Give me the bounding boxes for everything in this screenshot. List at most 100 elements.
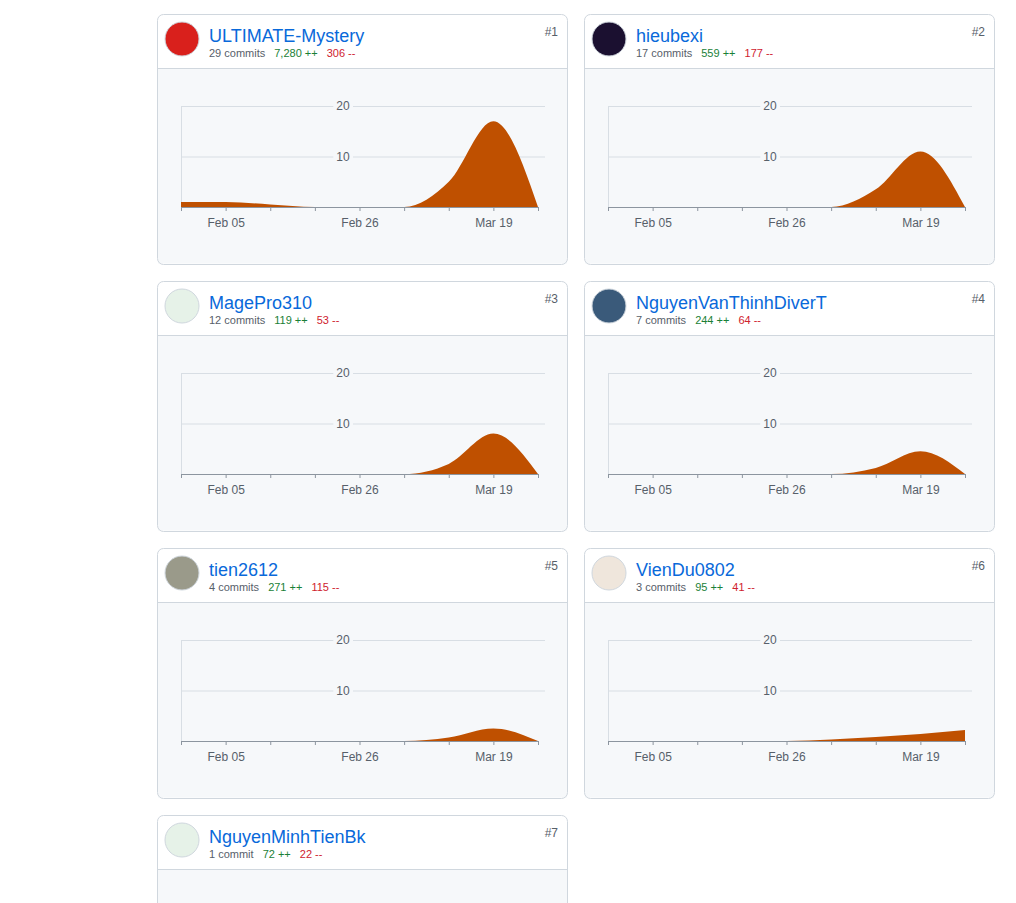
contributor-card: tien26124 commits271 ++115 --#51020Feb 0…	[158, 549, 568, 799]
x-tick-mark	[360, 207, 361, 211]
username[interactable]: NguyenMinhTienBk	[209, 827, 366, 847]
x-tick: Feb 05	[207, 741, 245, 764]
additions: 271 ++	[268, 581, 302, 593]
x-tick-label: Mar 19	[902, 216, 940, 230]
x-tick-mark	[831, 207, 832, 211]
x-tick	[608, 741, 609, 745]
x-tick	[404, 207, 405, 211]
x-tick-mark	[226, 474, 227, 478]
grid-line	[608, 424, 972, 425]
x-tick: Feb 26	[341, 741, 379, 764]
rank: #7	[545, 826, 559, 840]
tick-label-background	[760, 417, 780, 431]
x-axis: Feb 05Feb 26Mar 19	[609, 207, 966, 230]
x-tick-mark	[608, 207, 609, 211]
commit-area	[608, 451, 965, 474]
y-tick-label: 20	[336, 633, 350, 647]
x-tick	[742, 741, 743, 745]
x-tick-mark	[965, 741, 966, 745]
card-border	[158, 549, 568, 799]
card-body	[158, 335, 567, 531]
x-tick-mark	[787, 474, 788, 478]
rank: #5	[545, 559, 559, 573]
x-tick-mark	[608, 474, 609, 478]
x-tick	[538, 474, 539, 478]
commit-count[interactable]: 7 commits	[636, 314, 687, 326]
x-tick-mark	[920, 741, 921, 745]
x-tick-mark	[449, 474, 450, 478]
avatar[interactable]	[165, 289, 199, 323]
grid-line	[181, 424, 545, 425]
x-axis: Feb 05Feb 26Mar 19	[182, 207, 539, 230]
commit-count[interactable]: 29 commits	[209, 47, 266, 59]
x-tick-mark	[653, 741, 654, 745]
username[interactable]: MagePro310	[209, 293, 312, 313]
tick-label-background	[333, 150, 353, 164]
x-tick	[876, 207, 877, 211]
x-tick-mark	[360, 741, 361, 745]
avatar[interactable]	[592, 22, 626, 56]
avatar[interactable]	[165, 556, 199, 590]
tick-label-background	[333, 99, 353, 113]
rank: #2	[972, 25, 986, 39]
avatar[interactable]	[592, 556, 626, 590]
x-tick	[315, 741, 316, 745]
x-tick-mark	[449, 741, 450, 745]
y-tick: 20	[181, 633, 545, 647]
x-tick-label: Feb 26	[341, 483, 379, 497]
tick-label-background	[760, 366, 780, 380]
x-tick-mark	[742, 207, 743, 211]
y-tick-label: 20	[763, 633, 777, 647]
additions: 559 ++	[701, 47, 735, 59]
username[interactable]: ULTIMATE-Mystery	[209, 26, 364, 46]
y-tick-label: 20	[336, 366, 350, 380]
tick-label-background	[760, 99, 780, 113]
commit-count[interactable]: 12 commits	[209, 314, 266, 326]
commit-count[interactable]: 3 commits	[636, 581, 687, 593]
x-tick: Mar 19	[475, 474, 513, 497]
username[interactable]: tien2612	[209, 560, 278, 580]
x-tick: Feb 26	[768, 207, 806, 230]
y-tick-label: 10	[763, 150, 777, 164]
plot-area	[608, 151, 965, 207]
y-axis: 1020	[181, 99, 545, 207]
commit-count[interactable]: 4 commits	[209, 581, 260, 593]
y-tick: 10	[181, 684, 545, 698]
additions: 72 ++	[263, 848, 291, 860]
x-tick	[697, 474, 698, 478]
y-tick-label: 10	[763, 684, 777, 698]
y-tick: 10	[181, 417, 545, 431]
avatar[interactable]	[165, 22, 199, 56]
x-tick-mark	[181, 474, 182, 478]
x-tick-mark	[608, 741, 609, 745]
additions: 244 ++	[695, 314, 729, 326]
avatar[interactable]	[165, 823, 199, 857]
commit-area	[608, 151, 965, 207]
y-tick-label: 10	[336, 684, 350, 698]
x-tick	[270, 207, 271, 211]
x-tick	[449, 741, 450, 745]
y-axis: 10 20	[181, 366, 545, 474]
x-tick-mark	[965, 474, 966, 478]
x-tick	[831, 741, 832, 745]
avatar[interactable]	[592, 289, 626, 323]
x-tick	[697, 741, 698, 745]
username[interactable]: hieubexi	[636, 26, 703, 46]
username[interactable]: VienDu0802	[636, 560, 735, 580]
grid-line	[608, 106, 972, 107]
x-tick-mark	[226, 741, 227, 745]
x-tick-mark	[697, 474, 698, 478]
additions: 119 ++	[274, 314, 307, 326]
plot-area	[608, 730, 965, 741]
commit-count[interactable]: 1 commit	[209, 848, 254, 860]
tick-label-background	[333, 366, 353, 380]
x-tick: Feb 05	[634, 474, 672, 497]
deletions: 22 --	[300, 848, 323, 860]
deletions: 306 --	[327, 47, 356, 59]
x-axis: Feb 05Feb 26Mar 19	[182, 474, 539, 497]
commit-count[interactable]: 17 commits	[636, 47, 693, 59]
y-tick: 20	[181, 99, 545, 113]
username[interactable]: NguyenVanThinhDiverT	[636, 293, 827, 313]
card-border	[158, 282, 568, 532]
x-tick	[965, 741, 966, 745]
